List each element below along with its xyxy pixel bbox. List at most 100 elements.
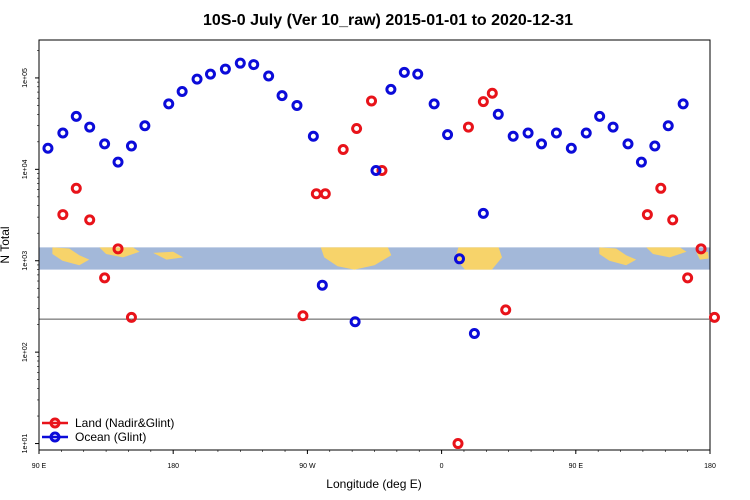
data-point: [428, 98, 440, 110]
data-point: [622, 138, 634, 150]
data-point: [662, 120, 674, 132]
legend-item-land: Land (Nadir&Glint): [42, 416, 174, 430]
data-point: [667, 214, 679, 226]
data-point: [349, 316, 361, 328]
data-point: [70, 182, 82, 194]
chart-title: 10S-0 July (Ver 10_raw) 2015-01-01 to 20…: [203, 12, 573, 29]
x-axis: 90 E 180 90 W 0 90 E 180: [32, 450, 716, 470]
data-point: [125, 311, 137, 323]
data-point: [163, 98, 175, 110]
data-point: [695, 243, 707, 255]
data-point: [248, 59, 260, 71]
map-land-shape: [599, 247, 637, 266]
map-land-shape: [646, 247, 687, 258]
x-tick-label: 180: [167, 463, 179, 470]
data-point: [366, 95, 378, 107]
series-ocean: [42, 57, 689, 339]
data-point: [641, 209, 653, 221]
data-point: [112, 243, 124, 255]
data-point: [492, 108, 504, 120]
data-point: [84, 214, 96, 226]
x-tick-label: 0: [440, 463, 444, 470]
legend-item-ocean: Ocean (Glint): [42, 430, 146, 444]
data-point: [176, 86, 188, 98]
data-point: [112, 156, 124, 168]
data-point: [370, 165, 382, 177]
data-point: [376, 165, 388, 177]
data-point: [536, 138, 548, 150]
x-axis-label: Longitude (deg E): [326, 477, 421, 491]
y-tick-label: 1e+03: [22, 251, 29, 271]
data-point: [550, 127, 562, 139]
data-point: [468, 327, 480, 339]
data-point: [70, 110, 82, 122]
data-point: [57, 127, 69, 139]
legend-label-ocean: Ocean (Glint): [75, 430, 146, 444]
data-point: [139, 120, 151, 132]
data-point: [677, 98, 689, 110]
data-point: [307, 130, 319, 142]
y-axis: 1e+01 1e+02 1e+03 1e+04 1e+05: [22, 50, 39, 453]
data-point: [594, 110, 606, 122]
data-point: [351, 122, 363, 134]
data-point: [310, 188, 322, 200]
y-tick-label: 1e+04: [22, 159, 29, 179]
x-tick-label: 90 W: [299, 463, 316, 470]
data-point: [453, 253, 465, 265]
data-point: [125, 140, 137, 152]
data-point: [263, 70, 275, 82]
data-point: [398, 66, 410, 78]
data-point: [500, 304, 512, 316]
data-point: [580, 127, 592, 139]
data-point: [385, 83, 397, 95]
data-point: [204, 68, 216, 80]
data-point: [84, 121, 96, 133]
y-tick-label: 1e+05: [22, 68, 29, 88]
data-point: [477, 96, 489, 108]
data-point: [291, 99, 303, 111]
data-point: [462, 121, 474, 133]
data-point: [655, 182, 667, 194]
map-land-shape: [320, 247, 392, 270]
data-point: [412, 68, 424, 80]
legend-label-land: Land (Nadir&Glint): [75, 416, 174, 430]
legend: Land (Nadir&Glint) Ocean (Glint): [42, 416, 174, 444]
chart-marks: [42, 57, 720, 450]
x-tick-label: 90 E: [32, 463, 47, 470]
data-point: [191, 73, 203, 85]
y-tick-label: 1e+02: [22, 342, 29, 362]
data-point: [477, 207, 489, 219]
map-land-shape: [455, 247, 502, 270]
map-land-shape: [153, 251, 184, 260]
data-point: [316, 279, 328, 291]
data-point: [507, 130, 519, 142]
data-point: [219, 63, 231, 75]
data-point: [522, 127, 534, 139]
data-point: [452, 438, 464, 450]
data-point: [319, 188, 331, 200]
series-land: [57, 87, 720, 450]
data-point: [565, 142, 577, 154]
x-tick-label: 180: [704, 463, 716, 470]
data-point: [442, 129, 454, 141]
data-point: [635, 156, 647, 168]
map-land: [52, 247, 709, 270]
data-point: [99, 138, 111, 150]
data-point: [649, 140, 661, 152]
y-axis-label: N Total: [0, 226, 12, 263]
data-point: [486, 87, 498, 99]
y-tick-label: 1e+01: [22, 434, 29, 454]
data-point: [99, 272, 111, 284]
x-tick-label: 90 E: [569, 463, 584, 470]
data-point: [234, 57, 246, 69]
data-point: [297, 310, 309, 322]
data-point: [682, 272, 694, 284]
data-point: [276, 90, 288, 102]
map-strip: [39, 247, 710, 270]
data-point: [42, 142, 54, 154]
data-point: [337, 143, 349, 155]
data-point: [708, 311, 720, 323]
data-point: [57, 209, 69, 221]
data-point: [607, 121, 619, 133]
